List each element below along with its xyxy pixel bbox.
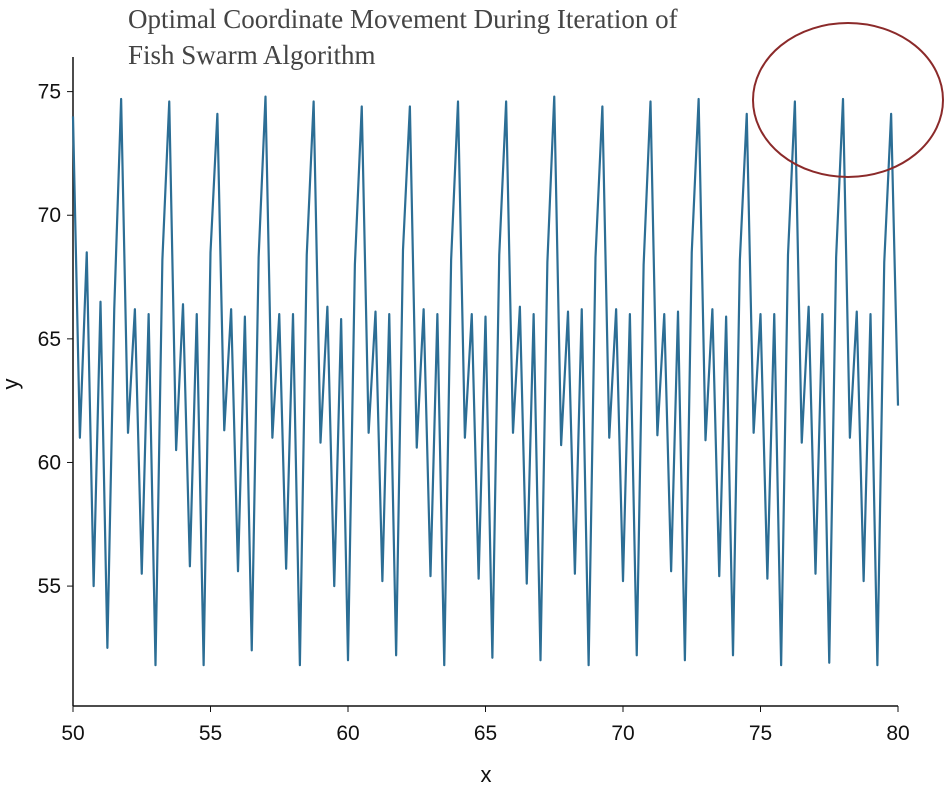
- x-tick-label: 60: [336, 722, 359, 745]
- highlight-circle: [752, 22, 944, 178]
- y-tick-label: 75: [38, 81, 61, 104]
- chart-title-line: Optimal Coordinate Movement During Itera…: [128, 4, 678, 34]
- x-tick-label: 50: [61, 722, 84, 745]
- chart-title-line: Fish Swarm Algorithm: [128, 40, 376, 70]
- data-line: [71, 95, 900, 667]
- x-axis-label: x: [481, 762, 492, 787]
- y-tick-label: 55: [38, 575, 61, 598]
- x-tick-label: 65: [474, 722, 497, 745]
- x-tick-label: 55: [199, 722, 222, 745]
- x-tick-label: 75: [749, 722, 772, 745]
- x-tick-label: 70: [611, 722, 634, 745]
- y-tick-label: 70: [38, 204, 61, 227]
- y-tick-label: 65: [38, 328, 61, 351]
- x-tick-label: 80: [886, 722, 909, 745]
- y-tick-label: 60: [38, 451, 61, 474]
- y-axis-label: y: [0, 379, 23, 390]
- plot-area: [71, 95, 900, 667]
